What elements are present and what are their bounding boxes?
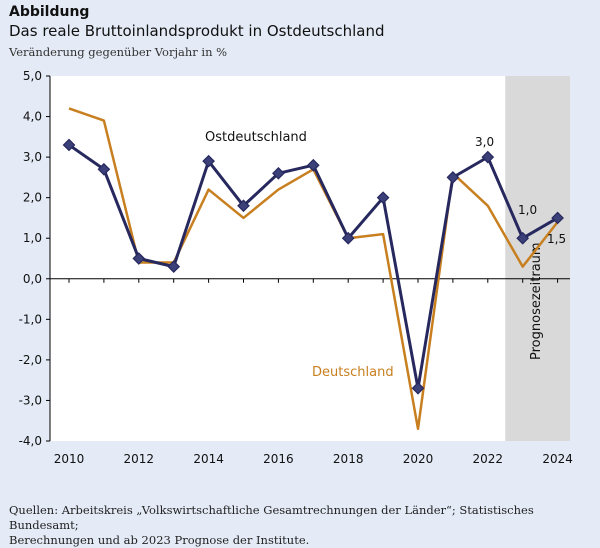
value-annotation: 1,0 [518,203,537,217]
x-tick-label: 2022 [473,452,504,466]
data-point-ostdeutschland [62,138,76,152]
y-tick-label: -3,0 [19,393,42,407]
chart-title: Das reale Bruttoinlandsprodukt in Ostdeu… [9,22,385,40]
data-point-ostdeutschland [446,171,460,184]
source-line-2: Berechnungen und ab 2023 Prognose der In… [9,533,310,547]
source-line-1: Quellen: Arbeitskreis „Volkswirtschaftli… [9,503,534,532]
y-tick-label: 0,0 [23,272,42,286]
data-point-ostdeutschland [551,211,564,225]
data-point-ostdeutschland [167,260,181,273]
x-tick-label: 2012 [124,452,155,466]
forecast-label: Prognosezeitraum [529,242,544,360]
data-point-ostdeutschland [516,231,530,245]
x-tick-label: 2016 [263,452,294,466]
plot-area [50,76,570,441]
data-point-ostdeutschland [202,154,215,168]
data-point-ostdeutschland [237,199,250,213]
series-label-deutschland: Deutschland [312,365,394,380]
data-point-ostdeutschland [411,381,425,395]
y-tick-label: -2,0 [19,353,42,367]
data-point-ostdeutschland [306,158,320,172]
forecast-band [505,76,570,441]
source-note: Quellen: Arbeitskreis „Volkswirtschaftli… [9,503,594,548]
data-point-ostdeutschland [132,252,146,265]
figure-kicker: Abbildung [9,4,90,20]
y-tick-label: 4,0 [23,110,42,124]
data-point-ostdeutschland [376,191,390,205]
data-point-ostdeutschland [481,150,495,164]
y-tick-label: 2,0 [23,191,42,205]
series-label-ostdeutschland: Ostdeutschland [205,130,307,145]
x-tick-label: 2024 [542,452,573,466]
data-point-ostdeutschland [97,162,111,176]
chart-subtitle: Veränderung gegenüber Vorjahr in % [9,45,228,59]
x-tick-label: 2010 [54,452,85,466]
y-tick-label: -4,0 [19,434,42,448]
x-tick-label: 2014 [193,452,224,466]
x-tick-label: 2020 [403,452,434,466]
data-point-ostdeutschland [341,231,355,245]
series-layer [62,107,564,431]
value-annotation: 1,5 [547,232,566,246]
y-tick-label: -1,0 [19,312,42,326]
data-point-ostdeutschland [272,166,285,180]
y-tick-label: 3,0 [23,150,42,164]
value-annotation: 3,0 [475,135,494,149]
y-tick-label: 5,0 [23,69,42,83]
chart-labels: Ostdeutschland Deutschland 3,0 1,0 1,5 [205,130,566,380]
x-tick-label: 2018 [333,452,364,466]
y-tick-label: 1,0 [23,231,42,245]
axes: 5,0 4,0 3,0 2,0 1,0 0,0 -1,0 -2,0 -3,0 -4,0 2010 20… [19,69,573,466]
